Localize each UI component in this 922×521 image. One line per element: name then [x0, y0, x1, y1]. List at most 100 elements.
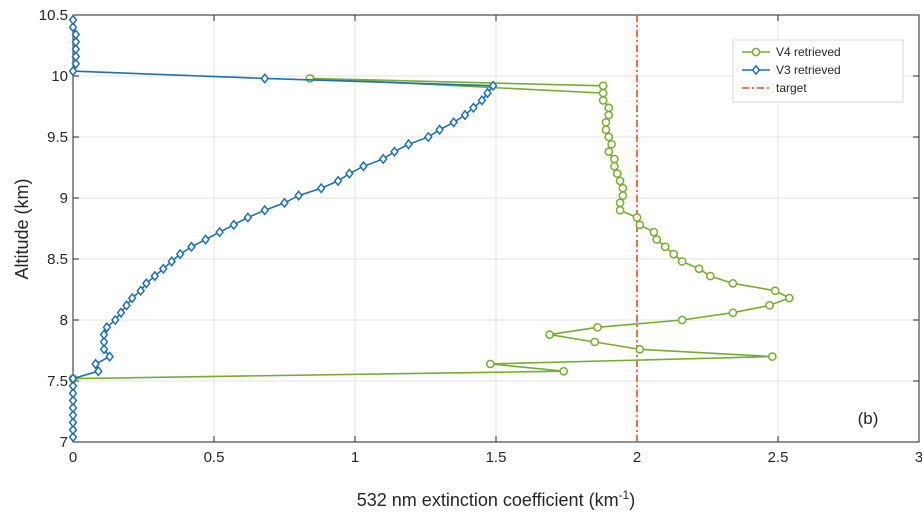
data-point-v3-retrieved [243, 212, 253, 223]
data-point-v4-retrieved [669, 249, 679, 259]
data-point-v3-retrieved [68, 395, 78, 406]
y-tick-label: 8.5 [47, 251, 68, 268]
data-point-v3-retrieved [229, 219, 239, 231]
data-point-v4-retrieved [604, 132, 614, 142]
data-point-v3-retrieved [122, 299, 131, 311]
x-tick-label: 1 [351, 449, 359, 466]
data-point-v4-retrieved [598, 88, 608, 98]
data-point-v4-retrieved [618, 191, 628, 200]
y-tick-label: 7 [60, 434, 68, 451]
data-point-v4-retrieved [694, 264, 704, 274]
panel-tag: (b) [858, 409, 879, 428]
data-point-v3-retrieved [68, 417, 78, 428]
data-point-v3-retrieved [378, 153, 388, 165]
data-point-v3-retrieved [141, 277, 151, 289]
data-point-v4-retrieved [601, 125, 611, 135]
data-point-v4-retrieved [618, 183, 628, 193]
legend-marker-v3-retrieved [751, 64, 761, 76]
y-tick-label: 10 [51, 68, 68, 85]
data-point-v4-retrieved [784, 293, 794, 303]
data-point-v3-retrieved [316, 182, 326, 194]
data-point-v4-retrieved [677, 315, 687, 325]
y-tick-label: 10.5 [39, 7, 68, 24]
data-point-v3-retrieved [423, 131, 433, 143]
data-point-v3-retrieved [68, 387, 78, 399]
data-point-v3-retrieved [167, 256, 177, 267]
data-point-v4-retrieved [604, 103, 614, 113]
data-point-v4-retrieved [604, 110, 614, 120]
data-point-v4-retrieved [598, 96, 608, 105]
data-point-v3-retrieved [488, 80, 498, 92]
data-point-v3-retrieved [68, 373, 78, 384]
data-point-v3-retrieved [260, 204, 270, 216]
data-point-v3-retrieved [469, 102, 478, 114]
y-tick-label: 9.5 [47, 129, 68, 146]
data-point-v4-retrieved [593, 322, 602, 332]
data-point-v4-retrieved [768, 352, 777, 361]
legend-marker-v4-retrieved [751, 47, 761, 57]
data-point-v3-retrieved [71, 51, 81, 62]
series-layer [68, 14, 794, 443]
x-tick-label: 0 [69, 449, 77, 466]
data-point-v3-retrieved [99, 343, 109, 355]
data-point-v3-retrieved [68, 65, 78, 77]
data-point-v4-retrieved [765, 301, 774, 310]
x-tick-label: 3 [915, 449, 922, 466]
data-point-v3-retrieved [71, 29, 81, 40]
x-tick-label: 0.5 [204, 449, 225, 466]
data-point-v4-retrieved [635, 220, 645, 230]
data-point-v3-retrieved [68, 14, 78, 26]
data-point-v4-retrieved [590, 337, 600, 347]
series-v3-retrieved [68, 14, 498, 443]
data-point-v4-retrieved [728, 308, 738, 318]
data-point-v4-retrieved [728, 279, 738, 288]
data-point-v3-retrieved [99, 336, 109, 348]
data-point-v3-retrieved [150, 270, 160, 282]
data-point-v4-retrieved [615, 205, 625, 215]
data-point-v4-retrieved [677, 257, 687, 266]
data-point-v3-retrieved [71, 43, 81, 55]
data-point-v4-retrieved [660, 242, 670, 252]
data-point-v3-retrieved [345, 168, 354, 180]
data-point-v4-retrieved [632, 213, 642, 222]
data-point-v3-retrieved [136, 285, 146, 297]
data-point-v4-retrieved [305, 74, 315, 83]
y-tick-label: 9 [60, 190, 68, 207]
data-point-v3-retrieved [483, 87, 492, 99]
data-point-v4-retrieved [601, 118, 611, 127]
series-line-v3-retrieved [71, 19, 495, 438]
data-point-v4-retrieved [486, 359, 495, 369]
data-point-v3-retrieved [404, 138, 413, 150]
data-point-v3-retrieved [215, 226, 224, 238]
legend-box [732, 39, 904, 103]
data-point-v4-retrieved [545, 330, 554, 339]
legend-label-target: target [776, 81, 807, 95]
data-point-v3-retrieved [333, 175, 343, 187]
x-tick-label: 1.5 [486, 449, 507, 466]
y-axis-title: Altitude (km) [12, 178, 32, 279]
data-point-v4-retrieved [610, 154, 619, 164]
data-point-v4-retrieved [610, 161, 619, 171]
x-tick-label: 2 [633, 449, 641, 466]
y-tick-label: 8 [60, 312, 68, 329]
data-point-v3-retrieved [110, 314, 120, 326]
x-tick-label: 2.5 [768, 449, 789, 466]
data-point-v4-retrieved [635, 344, 645, 354]
legend-label-v3-retrieved: V3 retrieved [776, 63, 841, 77]
data-point-v3-retrieved [99, 329, 109, 341]
data-point-v3-retrieved [68, 409, 78, 421]
series-v4-retrieved [68, 74, 794, 383]
data-point-v4-retrieved [604, 147, 614, 156]
data-point-v4-retrieved [649, 227, 659, 237]
data-point-v3-retrieved [91, 358, 100, 370]
data-point-v3-retrieved [449, 116, 459, 128]
series-line-v4-retrieved [72, 77, 792, 380]
data-point-v3-retrieved [390, 146, 399, 158]
data-point-v3-retrieved [71, 36, 81, 48]
data-point-v4-retrieved [705, 271, 715, 281]
data-point-v3-retrieved [280, 197, 289, 209]
data-point-v3-retrieved [260, 73, 270, 84]
data-point-v3-retrieved [175, 248, 185, 260]
data-point-v4-retrieved [559, 366, 569, 376]
